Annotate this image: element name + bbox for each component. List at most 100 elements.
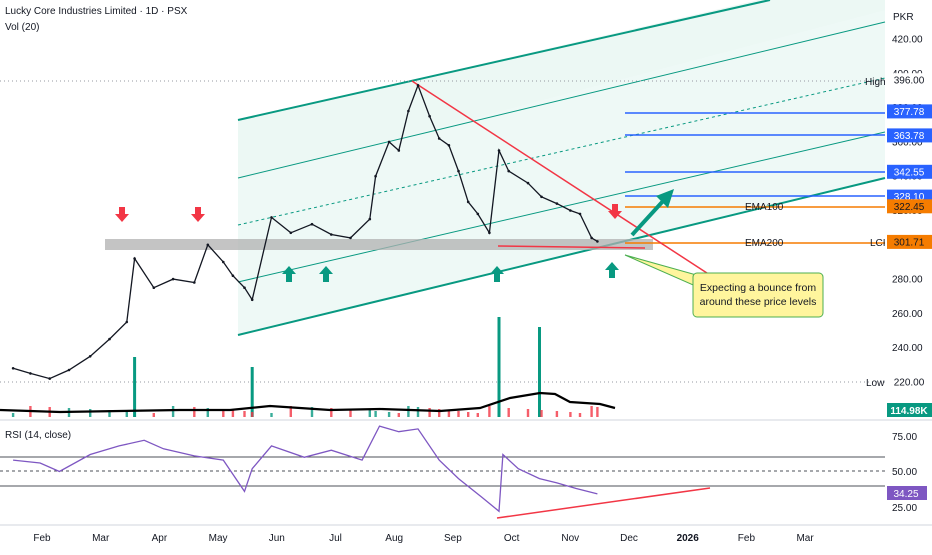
price-badge xyxy=(887,128,932,143)
horizontal-red-line[interactable] xyxy=(497,245,646,249)
volume-bar xyxy=(507,408,510,417)
price-point xyxy=(457,169,460,173)
price-badge xyxy=(887,234,932,249)
price-badge xyxy=(887,164,932,179)
volume-bar xyxy=(488,406,491,417)
price-point xyxy=(578,212,582,216)
volume-bar xyxy=(368,410,371,417)
volume-bar xyxy=(428,408,431,417)
up-arrow-icon xyxy=(282,266,296,282)
price-tick: 240.00 xyxy=(892,343,923,354)
price-point xyxy=(569,209,572,212)
price-point xyxy=(67,368,71,372)
time-tick: Dec xyxy=(620,533,638,544)
descending-trendline[interactable] xyxy=(411,80,711,276)
price-point xyxy=(466,200,470,204)
time-tick: May xyxy=(209,533,228,544)
price-point xyxy=(330,233,333,236)
volume-bar xyxy=(447,410,451,417)
price-point xyxy=(428,114,431,118)
price-point xyxy=(171,277,175,281)
volume-bar xyxy=(251,412,254,417)
callout-box[interactable] xyxy=(692,272,824,318)
volume-bar xyxy=(89,409,92,417)
time-tick: Nov xyxy=(561,533,579,544)
price-tick: 260.00 xyxy=(892,309,923,320)
volume-bar xyxy=(497,317,501,417)
chart-title: Lucky Core Industries Limited · 1D · PSX xyxy=(5,6,188,17)
time-tick: Aug xyxy=(385,533,403,544)
volume-bar xyxy=(133,357,137,417)
volume-bar xyxy=(243,411,246,417)
volume-badge xyxy=(887,403,932,417)
price-badge-text: 377.78 xyxy=(894,107,925,118)
volume-bar xyxy=(540,410,543,417)
volume-bar xyxy=(457,411,460,417)
price-point xyxy=(11,367,15,370)
time-tick: Feb xyxy=(33,533,51,544)
price-series-layer xyxy=(11,83,599,380)
price-point xyxy=(497,149,501,152)
volume-bar xyxy=(231,410,235,417)
price-badge-text: 328.10 xyxy=(894,192,925,203)
rsi-tick-75: 75.00 xyxy=(892,432,917,443)
price-badge xyxy=(887,199,932,214)
price-tick: 420.00 xyxy=(892,35,923,46)
rsi-divergence-line[interactable] xyxy=(496,487,711,519)
price-point xyxy=(88,355,92,358)
price-point xyxy=(193,281,196,284)
price-badge-text: 301.71 xyxy=(894,237,925,248)
price-badge-text: 396.00 xyxy=(894,76,925,87)
price-point xyxy=(206,243,210,247)
price-point xyxy=(289,231,293,235)
price-point xyxy=(29,372,32,375)
time-tick: Mar xyxy=(92,533,110,544)
time-tick: 2026 xyxy=(677,533,700,544)
support-zone[interactable] xyxy=(105,239,653,250)
rsi-tick-50: 50.00 xyxy=(892,467,917,478)
time-axis[interactable]: Feb Mar Apr May Jun Jul Aug Sep Oct Nov Dec 2026 Feb… xyxy=(33,533,814,544)
price-point xyxy=(374,174,377,178)
volume-bar xyxy=(270,413,273,417)
price-point xyxy=(476,212,480,216)
price-point xyxy=(437,137,441,140)
price-point xyxy=(108,337,111,341)
volume-bar xyxy=(590,406,593,417)
price-point xyxy=(125,320,129,324)
volume-bar xyxy=(596,407,599,417)
rsi-badge xyxy=(887,486,927,500)
ema100-label: EMA100 xyxy=(745,202,784,213)
price-point xyxy=(231,274,235,278)
volume-ma-line xyxy=(0,391,616,414)
price-point xyxy=(152,286,156,290)
price-point xyxy=(507,169,511,173)
volume-bar xyxy=(467,412,470,417)
volume-bar xyxy=(171,406,175,417)
price-badge-text: 363.78 xyxy=(894,131,925,142)
price-badge xyxy=(887,73,932,88)
down-arrow-icon xyxy=(608,204,622,219)
price-point xyxy=(407,109,410,113)
volume-bar xyxy=(374,411,377,417)
price-point xyxy=(526,181,530,185)
time-tick: Apr xyxy=(152,533,168,544)
volume-bar xyxy=(407,406,410,417)
price-point xyxy=(596,240,599,243)
callout-text-line-2: around these price levels xyxy=(700,296,817,308)
volume-bar xyxy=(569,412,572,417)
time-tick: Jul xyxy=(329,533,342,544)
price-point xyxy=(48,377,51,380)
callout-pointer xyxy=(624,254,701,289)
channel-inner-line-2 xyxy=(237,131,886,283)
down-arrow-icon xyxy=(191,207,205,222)
price-point xyxy=(447,144,451,147)
price-point xyxy=(270,216,273,219)
volume-layer xyxy=(11,317,599,417)
volume-bar xyxy=(152,413,155,417)
price-badge xyxy=(887,104,932,119)
volume-bar xyxy=(397,413,400,417)
rsi-line[interactable] xyxy=(13,425,598,513)
up-arrow-icon xyxy=(319,266,333,282)
down-arrow-icon xyxy=(115,207,129,222)
